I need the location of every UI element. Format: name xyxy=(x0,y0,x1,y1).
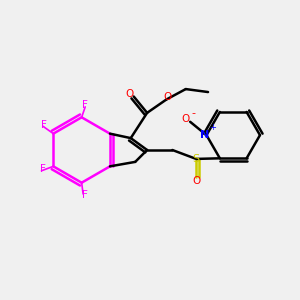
Text: N: N xyxy=(200,130,210,140)
Text: F: F xyxy=(82,190,88,200)
Text: O: O xyxy=(192,176,200,186)
Text: O: O xyxy=(182,114,190,124)
Text: F: F xyxy=(40,164,46,174)
Text: O: O xyxy=(164,92,172,101)
Text: S: S xyxy=(193,154,200,164)
Text: F: F xyxy=(82,100,88,110)
Text: +: + xyxy=(210,123,216,132)
Text: F: F xyxy=(41,120,47,130)
Text: -: - xyxy=(191,108,195,118)
Text: O: O xyxy=(125,88,134,98)
